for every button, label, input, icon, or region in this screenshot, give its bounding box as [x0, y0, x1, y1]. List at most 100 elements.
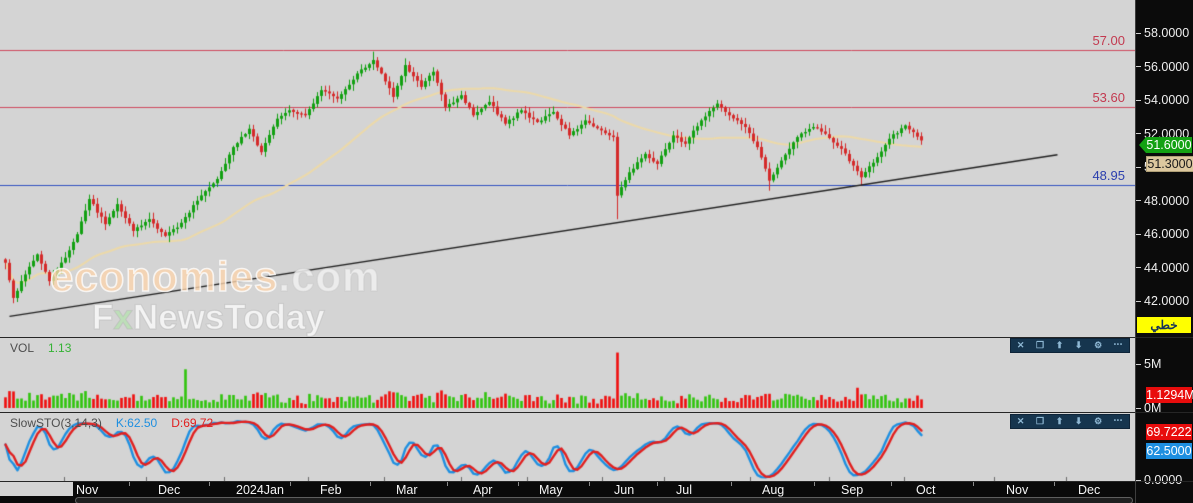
x-axis-tick: [891, 482, 892, 486]
x-axis-tick: [657, 482, 658, 486]
tick-dash: [1136, 233, 1141, 235]
x-axis-tick: [209, 482, 210, 486]
y-axis-tick: 5M: [1136, 357, 1161, 371]
panel-close-button[interactable]: ✕: [1016, 416, 1025, 426]
tick-dash: [1136, 166, 1141, 168]
tick-dash: [1136, 200, 1141, 202]
prev-close-badge: 51.3000: [1146, 156, 1193, 172]
y-axis-tick: 46.0000: [1136, 227, 1189, 241]
volume-value: 1.13: [48, 341, 72, 355]
y-axis-tick-label: 44.0000: [1144, 260, 1190, 275]
level-label-48-95: 48.95: [1092, 167, 1125, 183]
x-axis-tick: [1054, 482, 1055, 486]
panel-move-up-button[interactable]: ⬆: [1055, 416, 1064, 426]
tick-dash: [1136, 479, 1141, 481]
price-pane: [0, 0, 1135, 337]
stochastic-title: SlowSTO(3,14,3): [10, 416, 102, 430]
y-axis-tick: 42.0000: [1136, 294, 1189, 308]
y-axis-tick-label: 0.0000: [1144, 473, 1183, 487]
y-axis-tick: 56.0000: [1136, 60, 1189, 74]
x-axis-tick: [814, 482, 815, 486]
x-axis-month-label: Oct: [916, 483, 936, 497]
volume-header: VOL 1.13: [10, 341, 85, 355]
pane-separator: [0, 481, 1193, 482]
y-axis-tick: 48.0000: [1136, 194, 1189, 208]
tick-dash: [1136, 363, 1141, 365]
volume-title: VOL: [10, 341, 35, 355]
y-axis-tick: 0.0000: [1136, 473, 1182, 487]
y-axis-tick-label: 48.0000: [1144, 193, 1190, 208]
y-axis-tick: 58.0000: [1136, 26, 1189, 40]
panel-settings-button[interactable]: ⚙: [1094, 416, 1103, 426]
current-volume-badge: 1.1294M: [1146, 387, 1193, 403]
x-axis-month-label: Sep: [841, 483, 864, 497]
tick-dash: [1136, 267, 1141, 269]
x-axis-month-label: Mar: [396, 483, 418, 497]
scale-mode-badge[interactable]: خطي: [1137, 317, 1191, 333]
panel-maximize-button[interactable]: ❒: [1036, 340, 1045, 350]
stochastic-panel-toolbar: ✕ ❒ ⬆ ⬇ ⚙ •••: [1010, 414, 1130, 429]
y-axis-tick-label: 56.0000: [1144, 59, 1190, 74]
last-price-badge: 51.6000: [1139, 137, 1192, 153]
pane-separator[interactable]: [0, 337, 1193, 338]
y-axis-tick-label: 0M: [1144, 401, 1162, 415]
panel-move-down-button[interactable]: ⬇: [1074, 340, 1083, 350]
volume-chart-canvas[interactable]: [0, 338, 1135, 412]
x-axis-month-label: Aug: [762, 483, 785, 497]
y-axis-tick-label: 46.0000: [1144, 227, 1190, 242]
y-axis-tick-label: 42.0000: [1144, 294, 1190, 309]
x-axis-month-label: Nov: [1006, 483, 1029, 497]
time-scrollbar[interactable]: [75, 497, 1133, 503]
x-axis-month-label: Apr: [473, 483, 493, 497]
x-axis-month-label: Feb: [320, 483, 342, 497]
price-chart-canvas[interactable]: [0, 0, 1135, 337]
level-label-53-60: 53.60: [1092, 89, 1125, 105]
x-axis-month-label: Nov: [76, 483, 99, 497]
y-axis-tick-label: 54.0000: [1144, 93, 1190, 108]
y-axis-tick: 44.0000: [1136, 261, 1189, 275]
x-axis-month-label: Jul: [676, 483, 692, 497]
axis-corner: [0, 482, 73, 496]
tick-dash: [1136, 133, 1141, 135]
level-label-57-00: 57.00: [1092, 33, 1125, 48]
x-axis-month-label: Dec: [1078, 483, 1101, 497]
panel-move-up-button[interactable]: ⬆: [1055, 340, 1064, 350]
panel-move-down-button[interactable]: ⬇: [1074, 416, 1083, 426]
x-axis-tick: [731, 482, 732, 486]
x-axis-tick: [370, 482, 371, 486]
panel-more-button[interactable]: •••: [1113, 342, 1124, 348]
tick-dash: [1136, 32, 1141, 34]
y-axis-tick-label: 58.0000: [1144, 26, 1190, 41]
y-axis-tick: 0M: [1136, 401, 1161, 415]
volume-panel-toolbar: ✕ ❒ ⬆ ⬇ ⚙ •••: [1010, 338, 1130, 353]
x-axis-month-label: Dec: [158, 483, 181, 497]
x-axis-tick: [129, 482, 130, 486]
tick-dash: [1136, 66, 1141, 68]
tick-dash: [1136, 407, 1141, 409]
pane-separator[interactable]: [0, 412, 1193, 413]
x-axis-tick: [447, 482, 448, 486]
tick-dash: [1136, 300, 1141, 302]
stochastic-pane: [0, 413, 1135, 481]
stochastic-chart-canvas[interactable]: [0, 413, 1135, 481]
y-axis-tick: 54.0000: [1136, 93, 1189, 107]
axis-divider: [1135, 0, 1136, 503]
stochastic-d-badge: 69.7222: [1146, 424, 1192, 440]
panel-settings-button[interactable]: ⚙: [1094, 340, 1103, 350]
panel-maximize-button[interactable]: ❒: [1036, 416, 1045, 426]
x-axis-tick: [973, 482, 974, 486]
panel-close-button[interactable]: ✕: [1016, 340, 1025, 350]
time-axis[interactable]: [73, 482, 1135, 497]
stochastic-k-value: K:62.50: [115, 416, 158, 430]
x-axis-tick: [290, 482, 291, 486]
stochastic-k-badge: 62.5000: [1146, 443, 1192, 459]
stochastic-header: SlowSTO(3,14,3) K:62.50 D:69.72: [10, 416, 227, 430]
x-axis-tick: [518, 482, 519, 486]
volume-pane: [0, 338, 1135, 412]
tick-dash: [1136, 99, 1141, 101]
x-axis-month-label: May: [539, 483, 563, 497]
y-axis-tick-label: 5M: [1144, 357, 1162, 371]
stochastic-d-value: D:69.72: [171, 416, 214, 430]
panel-more-button[interactable]: •••: [1113, 418, 1124, 424]
